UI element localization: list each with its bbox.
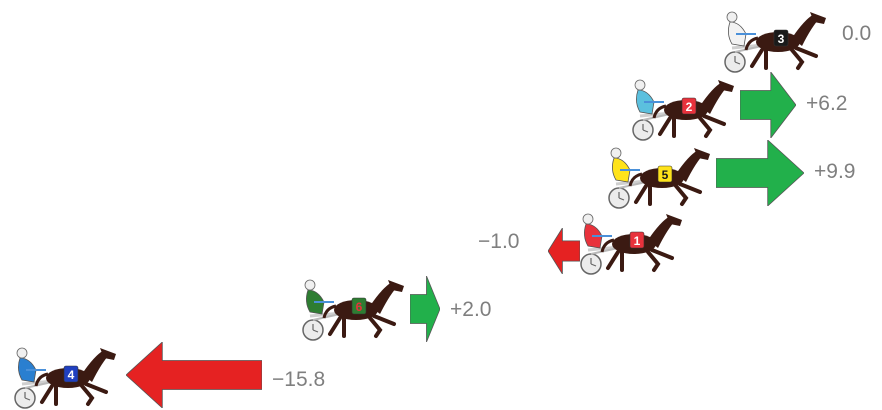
- sulky-wheel-icon: [608, 187, 630, 209]
- runner-row-2: 2 +6.2: [0, 0, 882, 141]
- runner-number: 3: [778, 32, 785, 46]
- driver-icon: [304, 279, 334, 315]
- saddle-pad: 3: [773, 29, 789, 47]
- runner-row-5: 5 +9.9: [0, 0, 882, 209]
- driver-icon: [16, 347, 46, 383]
- gain-arrow-icon: [410, 276, 440, 342]
- position-change-value: +9.9: [814, 160, 856, 183]
- sulky-wheel-icon: [580, 253, 602, 275]
- saddle-pad: 4: [63, 365, 79, 383]
- position-change-value: −1.0: [478, 230, 520, 253]
- gain-arrow-icon: [716, 140, 804, 206]
- driver-icon: [726, 11, 756, 47]
- sulky-wheel-icon: [14, 387, 36, 409]
- gain-arrow-icon: [740, 72, 796, 138]
- sulky-wheel-icon: [632, 119, 654, 141]
- harness-horse-4-icon: 4: [14, 347, 116, 409]
- harness-horse-1-icon: 1: [580, 213, 682, 275]
- driver-icon: [634, 79, 664, 115]
- runner-row-3: 3 0.0: [0, 0, 882, 73]
- saddle-pad: 6: [351, 297, 367, 315]
- runner-row-6: 6 +2.0: [0, 0, 882, 342]
- loss-arrow-icon: [548, 228, 580, 274]
- position-change-value: 0.0: [842, 22, 872, 45]
- runner-number: 5: [662, 168, 669, 182]
- saddle-pad: 2: [681, 97, 697, 115]
- driver-icon: [582, 213, 612, 249]
- harness-horse-2-icon: 2: [632, 79, 734, 141]
- loss-arrow-icon: [126, 342, 262, 408]
- harness-horse-3-icon: 3: [724, 11, 826, 73]
- runner-number: 6: [356, 300, 363, 314]
- position-change-value: +6.2: [806, 92, 848, 115]
- runner-row-1: 1 −1.0: [0, 0, 882, 275]
- harness-horse-5-icon: 5: [608, 147, 710, 209]
- runner-number: 1: [634, 234, 641, 248]
- position-change-value: −15.8: [272, 368, 326, 391]
- harness-horse-6-icon: 6: [302, 279, 404, 341]
- sulky-wheel-icon: [302, 319, 324, 341]
- saddle-pad: 5: [657, 165, 673, 183]
- position-change-value: +2.0: [450, 298, 492, 321]
- saddle-pad: 1: [629, 231, 645, 249]
- driver-icon: [610, 147, 640, 183]
- runner-number: 4: [68, 368, 75, 382]
- runner-number: 2: [686, 100, 693, 114]
